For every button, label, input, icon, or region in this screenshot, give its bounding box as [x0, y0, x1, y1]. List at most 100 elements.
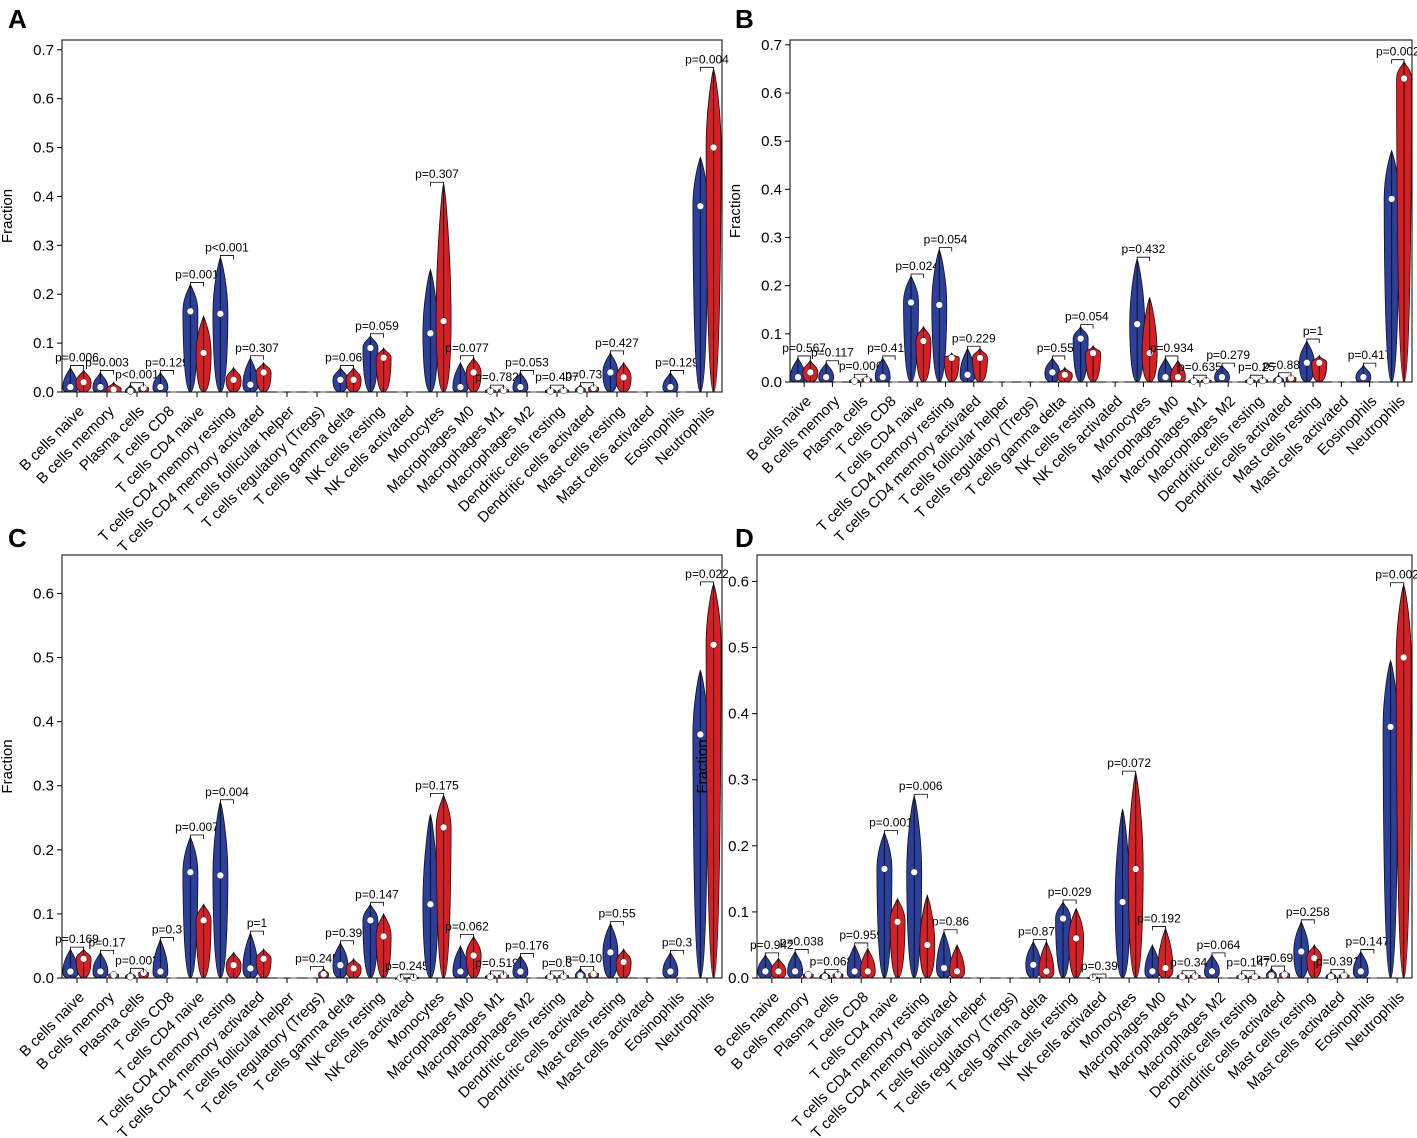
p-value-label: p=0.147 [355, 887, 399, 901]
violin-group2-median [953, 967, 961, 976]
p-value-label: p=0.25 [1238, 360, 1275, 374]
significance-bracket [250, 355, 264, 360]
p-value-label: p=0.054 [924, 233, 968, 247]
violin-group2-median [893, 918, 902, 926]
significance-bracket [824, 968, 839, 974]
violin-group1-median [216, 871, 225, 880]
significance-bracket [1241, 970, 1256, 975]
p-value-label: p=0.432 [1122, 242, 1166, 256]
violin-group1-median [246, 381, 255, 389]
y-tick-label: 0.2 [33, 842, 54, 859]
significance-bracket [1306, 338, 1320, 344]
violin-group2-median [919, 337, 928, 345]
p-value-label: p=0.192 [1137, 911, 1181, 925]
significance-bracket [370, 333, 384, 338]
y-tick-label: 0.1 [761, 326, 782, 343]
p-value-label: p=0.169 [55, 932, 99, 946]
panel-label: D [735, 523, 754, 553]
plot-frame [756, 554, 1413, 979]
violin-group2-median [709, 641, 718, 649]
significance-bracket [797, 355, 811, 360]
y-tick-label: 0.1 [33, 906, 54, 923]
p-value-label: p=0.176 [505, 939, 549, 953]
significance-bracket [670, 370, 684, 375]
p-value-label: p=0.072 [1107, 756, 1151, 770]
y-tick-label: 0.7 [761, 37, 782, 54]
significance-bracket [250, 930, 264, 936]
violin-group2-median [1145, 349, 1154, 357]
violin-group1-median [851, 967, 859, 976]
violin-group1-median [456, 383, 465, 391]
violin-group1-median [1148, 967, 1157, 976]
violin-group2-median [199, 349, 208, 357]
plot-frame [789, 39, 1413, 383]
violin-group1-median [1267, 971, 1276, 980]
violin-group1-median [66, 383, 75, 391]
y-axis-label: Fraction [0, 739, 16, 793]
violin-group2-median [806, 368, 815, 377]
significance-bracket [1390, 582, 1405, 587]
violin-group1-median [606, 368, 615, 377]
significance-bracket [610, 350, 624, 355]
violin-group1-median [666, 383, 675, 391]
p-value-label: p=0.117 [811, 346, 854, 360]
violin-group1-median [96, 967, 105, 976]
violin-group1-median [1029, 961, 1037, 969]
significance-bracket [190, 834, 204, 839]
violin-group1-median [850, 377, 859, 385]
significance-bracket [1032, 939, 1047, 944]
significance-bracket [550, 970, 564, 975]
violin-group1-median [186, 868, 195, 876]
significance-bracket [340, 365, 354, 370]
violin-group2-median [439, 317, 448, 325]
violin-group2-median [439, 823, 448, 832]
violin-group1-median [246, 964, 255, 973]
p-value-label: p=0.006 [899, 779, 943, 793]
violin-group1-median [1048, 368, 1057, 377]
p-value-label: p=0.002 [1376, 45, 1417, 59]
p-value-label: p=0.147 [1226, 956, 1270, 970]
y-tick-label: 0.0 [33, 970, 54, 987]
violin-group2-median [1042, 967, 1051, 976]
p-value-label: p=0.004 [205, 785, 249, 799]
p-value-label: p=1 [1303, 324, 1324, 338]
violin-group1-median [1327, 973, 1335, 981]
significance-bracket [884, 830, 898, 835]
violin-group2-median [109, 971, 118, 979]
significance-bracket [1391, 59, 1405, 64]
violin-group1-median [879, 373, 887, 381]
violin-group2-median [1161, 964, 1170, 972]
violin-group1-median [366, 916, 375, 924]
y-tick-label: 0.6 [33, 585, 54, 602]
y-tick-label: 0.5 [728, 640, 749, 657]
significance-bracket [190, 282, 204, 287]
significance-bracket [1122, 770, 1137, 776]
significance-bracket [882, 355, 896, 360]
p-value-label: p=0.002 [1375, 568, 1417, 582]
violin-group1-median [935, 301, 943, 309]
panel-label: B [735, 4, 754, 34]
y-tick-label: 0.6 [728, 573, 749, 590]
violin-group1-median [696, 730, 705, 739]
p-value-label: p=0.396 [325, 926, 369, 940]
violin-group2-median [923, 941, 931, 949]
p-value-label: p=0.307 [415, 167, 459, 181]
y-tick-label: 0.6 [33, 91, 54, 108]
p-value-label: p=0.279 [1206, 348, 1250, 362]
y-tick-label: 0.5 [33, 650, 54, 667]
p-value-label: p=0.147 [1345, 935, 1389, 949]
p-value-label: p=0.17 [88, 935, 125, 949]
significance-bracket [460, 933, 474, 939]
violin-group2-median [469, 951, 478, 960]
violin-group1-median [880, 865, 889, 873]
significance-bracket [520, 953, 534, 958]
p-value-label: p=0.876 [1018, 925, 1062, 939]
violin-group1-median [1274, 376, 1283, 384]
significance-bracket [1362, 362, 1377, 368]
violin-group1-median [516, 383, 525, 391]
violin-group2-median [1315, 359, 1323, 367]
violin-group1-median [66, 967, 75, 976]
